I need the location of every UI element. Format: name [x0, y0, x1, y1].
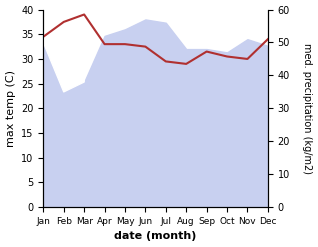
Y-axis label: max temp (C): max temp (C)	[5, 70, 16, 147]
X-axis label: date (month): date (month)	[114, 231, 197, 242]
Y-axis label: med. precipitation (kg/m2): med. precipitation (kg/m2)	[302, 43, 313, 174]
